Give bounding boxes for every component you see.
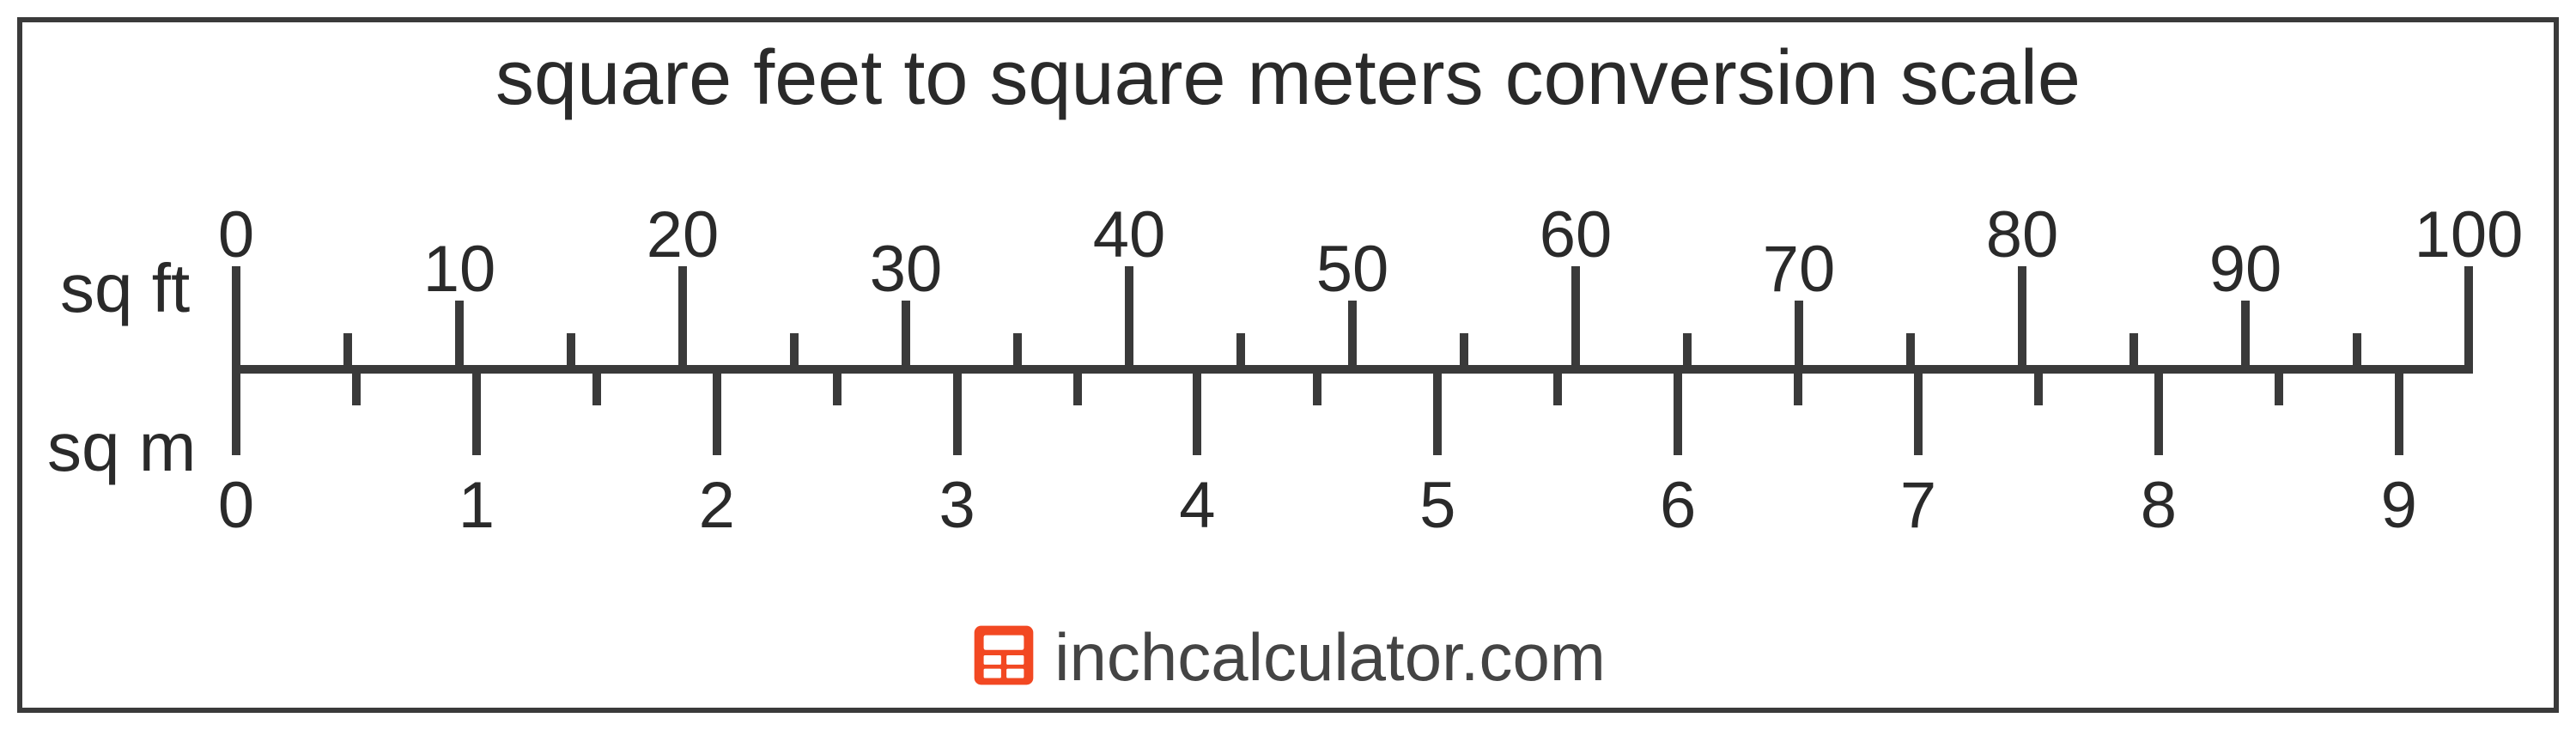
bottom-tick-minor [352, 369, 361, 405]
bottom-tick-major [2154, 369, 2163, 455]
bottom-tick-major [1433, 369, 1442, 455]
top-tick-label: 0 [218, 198, 254, 272]
calculator-icon [970, 622, 1037, 693]
bottom-tick-major [953, 369, 962, 455]
top-tick-minor [343, 333, 352, 369]
bottom-tick-label: 8 [2141, 468, 2177, 543]
bottom-tick-minor [1794, 369, 1802, 405]
bottom-tick-major [2395, 369, 2403, 455]
top-tick-label: 90 [2209, 232, 2282, 307]
bottom-tick-label: 7 [1900, 468, 1936, 543]
top-tick-major [232, 266, 240, 369]
top-tick-major [1125, 266, 1133, 369]
bottom-tick-major [713, 369, 721, 455]
top-tick-medium [455, 301, 464, 369]
top-tick-major [1571, 266, 1580, 369]
top-tick-label: 10 [423, 232, 496, 307]
top-tick-minor [1683, 333, 1692, 369]
top-tick-label: 60 [1540, 198, 1613, 272]
bottom-tick-major [1193, 369, 1201, 455]
bottom-tick-label: 4 [1179, 468, 1215, 543]
bottom-tick-label: 5 [1419, 468, 1455, 543]
bottom-tick-label: 1 [459, 468, 495, 543]
top-tick-label: 20 [647, 198, 720, 272]
top-tick-label: 40 [1093, 198, 1166, 272]
top-tick-major [2018, 266, 2026, 369]
bottom-tick-label: 0 [218, 468, 254, 543]
top-tick-minor [567, 333, 575, 369]
bottom-tick-minor [2275, 369, 2283, 405]
top-tick-major [678, 266, 687, 369]
bottom-tick-major [1914, 369, 1923, 455]
bottom-tick-minor [1073, 369, 1082, 405]
bottom-tick-minor [2034, 369, 2043, 405]
bottom-tick-major [232, 369, 240, 455]
top-tick-label: 100 [2415, 198, 2524, 272]
scale-title: square feet to square meters conversion … [0, 34, 2576, 123]
unit-label-top: sq ft [60, 249, 190, 328]
top-tick-label: 50 [1316, 232, 1389, 307]
bottom-tick-label: 9 [2381, 468, 2417, 543]
top-tick-medium [902, 301, 910, 369]
top-tick-minor [1906, 333, 1915, 369]
bottom-tick-label: 3 [939, 468, 975, 543]
top-tick-medium [1795, 301, 1803, 369]
top-tick-minor [2353, 333, 2361, 369]
top-tick-label: 30 [870, 232, 943, 307]
top-tick-minor [1013, 333, 1022, 369]
bottom-tick-minor [1553, 369, 1562, 405]
footer: inchcalculator.com [0, 618, 2576, 697]
top-tick-medium [2241, 301, 2250, 369]
top-tick-label: 80 [1986, 198, 2059, 272]
top-tick-minor [790, 333, 799, 369]
unit-label-bottom: sq m [47, 408, 196, 487]
bottom-tick-label: 2 [699, 468, 735, 543]
top-tick-minor [1460, 333, 1468, 369]
bottom-tick-minor [1313, 369, 1321, 405]
bottom-tick-minor [592, 369, 601, 405]
bottom-tick-major [472, 369, 481, 455]
bottom-tick-label: 6 [1660, 468, 1696, 543]
top-tick-label: 70 [1763, 232, 1836, 307]
footer-text: inchcalculator.com [1054, 618, 1606, 697]
top-tick-medium [1348, 301, 1357, 369]
top-tick-minor [1236, 333, 1245, 369]
top-tick-minor [2129, 333, 2138, 369]
top-tick-major [2464, 266, 2473, 369]
bottom-tick-major [1674, 369, 1682, 455]
bottom-tick-minor [833, 369, 841, 405]
